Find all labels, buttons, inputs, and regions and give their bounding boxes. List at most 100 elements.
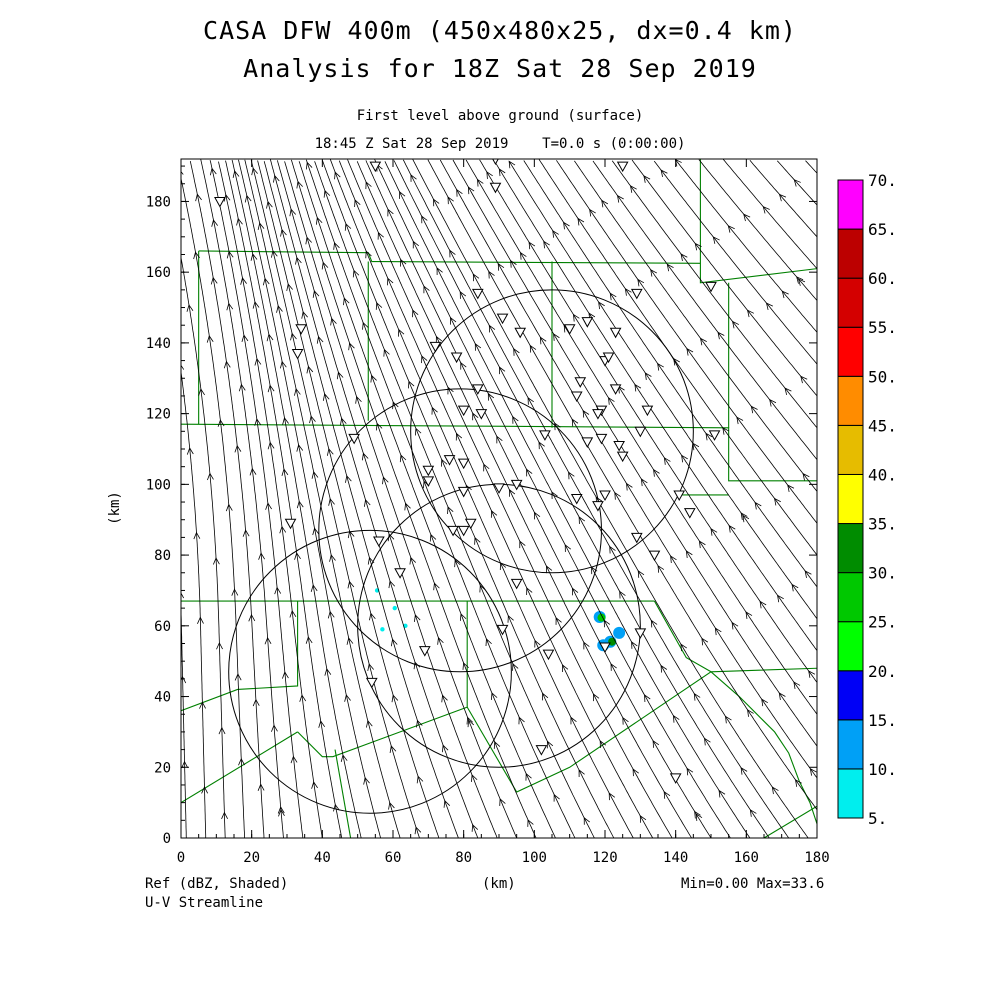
streamline-arrow (499, 798, 506, 806)
streamline-arrow (352, 269, 360, 278)
colorbar-label: 15. (868, 711, 897, 730)
streamline (452, 159, 817, 747)
streamline (298, 161, 556, 838)
streamline-arrow (553, 333, 560, 341)
streamline-arrow (273, 174, 280, 183)
streamline-arrow (778, 692, 786, 701)
streamline-arrow (472, 412, 479, 421)
streamline-arrow (487, 392, 495, 401)
streamline-arrow (529, 344, 537, 353)
streamline (556, 160, 817, 524)
station-marker (443, 455, 456, 466)
station-marker (394, 568, 406, 579)
streamline-arrow (572, 313, 580, 322)
streamline-arrow (326, 448, 334, 456)
streamline-arrow (650, 268, 658, 277)
colorbar-swatch (837, 424, 864, 475)
streamline-arrow (686, 347, 694, 356)
streamline-arrow (610, 663, 617, 671)
streamline-arrow (290, 332, 297, 341)
streamline-arrow (296, 500, 304, 509)
streamline-arrow (207, 472, 214, 481)
streamline (218, 161, 323, 838)
streamline-arrow (225, 503, 233, 512)
streamline-arrow (296, 180, 303, 189)
streamline-arrow (498, 168, 506, 177)
streamline-arrow (526, 587, 533, 596)
streamline-arrow (622, 716, 629, 725)
streamline-arrow (629, 185, 637, 193)
station-marker (418, 646, 431, 657)
streamline-arrow (346, 637, 354, 645)
streamline-arrow (198, 388, 205, 396)
streamline (181, 255, 226, 838)
station-marker (630, 532, 643, 544)
streamline-arrow (456, 188, 463, 197)
streamline-arrow (563, 221, 570, 230)
colorbar-swatch (837, 326, 864, 377)
echo-cell (392, 605, 397, 611)
colorbar-label: 25. (868, 613, 897, 632)
streamline-arrow (800, 375, 808, 384)
streamline-arrow (714, 627, 722, 636)
station-marker (365, 677, 378, 689)
station-marker (369, 161, 382, 173)
streamline-arrow (509, 488, 516, 497)
station-marker (581, 437, 594, 448)
streamline (365, 160, 712, 838)
streamline (508, 161, 817, 619)
streamline-arrow (328, 498, 335, 506)
colorbar-label: 10. (868, 760, 897, 779)
county-boundary (181, 423, 817, 482)
streamline-arrow (266, 333, 274, 342)
streamline-arrow (238, 383, 246, 392)
streamline-arrow (455, 432, 463, 441)
station-marker (599, 642, 611, 654)
streamline-arrow (562, 664, 569, 672)
streamline (189, 161, 265, 838)
streamline-arrow (483, 463, 490, 472)
streamline-arrow (311, 781, 318, 789)
x-tick-label: 40 (314, 850, 331, 866)
streamline-arrow (460, 361, 467, 370)
streamline-arrow (421, 215, 428, 224)
streamline-arrow (518, 716, 525, 725)
streamline-arrow (347, 530, 355, 539)
station-marker (450, 352, 463, 364)
streamline-arrow (244, 194, 252, 203)
streamline-arrow (525, 772, 532, 781)
streamline (356, 161, 692, 838)
colorbar-swatch (837, 719, 864, 770)
station-marker (669, 773, 682, 784)
streamline-arrow (226, 250, 234, 259)
streamline-arrow (666, 263, 674, 272)
y-tick-label: 160 (146, 265, 171, 281)
y-tick-label: 180 (146, 194, 171, 210)
streamline-arrow (526, 468, 533, 477)
streamline-arrow (209, 167, 217, 176)
streamline-arrow (704, 737, 711, 746)
station-marker (570, 391, 583, 402)
streamline-arrow (267, 384, 275, 393)
streamline-arrow (488, 324, 496, 333)
x-tick-label: 60 (385, 850, 402, 866)
streamline-arrow (315, 216, 323, 225)
streamline-arrow (637, 570, 645, 578)
streamline-arrow (467, 719, 474, 728)
streamline-arrow (459, 291, 467, 299)
streamline-arrow (433, 198, 440, 207)
station-marker (542, 649, 555, 661)
streamline-arrow (577, 217, 585, 226)
streamline-arrow (345, 474, 352, 483)
streamline-arrow (279, 360, 287, 369)
streamline-arrow (282, 416, 289, 425)
streamline-arrow (387, 277, 394, 286)
colorbar-label: 60. (868, 269, 897, 288)
county-boundary (181, 731, 298, 804)
station-marker (457, 525, 470, 537)
streamline-arrow (717, 331, 725, 340)
station-marker (457, 458, 470, 470)
streamline-arrow (449, 249, 456, 258)
streamline-arrow (546, 565, 553, 574)
streamline-arrow (657, 564, 665, 573)
